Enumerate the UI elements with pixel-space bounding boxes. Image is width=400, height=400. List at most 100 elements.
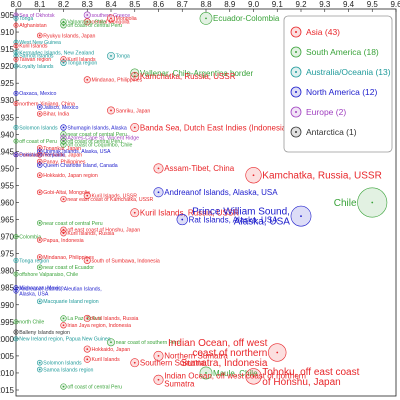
data-label: Oaxaca, Mexico xyxy=(19,91,56,97)
data-label: Pakistan xyxy=(19,153,39,159)
data-point-center xyxy=(62,232,65,235)
data-point-center xyxy=(300,215,302,218)
y-tick-label: 1945 xyxy=(0,147,15,156)
data-label: Queen Charlotte Island, Canada xyxy=(43,163,118,169)
data-point-center xyxy=(15,14,17,16)
legend-label: North America (12) xyxy=(306,87,377,97)
data-point-center xyxy=(62,317,65,320)
data-point-center xyxy=(62,385,65,388)
data-label: near coast of central Peru xyxy=(43,221,103,227)
data-label: off coast of Peru xyxy=(19,139,57,145)
y-tick-label: 2015 xyxy=(0,386,15,395)
data-label: Tonankai, Japan xyxy=(43,146,81,152)
legend: Asia (43) South America (18) Australia/Oce… xyxy=(283,15,393,153)
y-tick-label: 1950 xyxy=(0,164,15,173)
data-label: Andreanof Islands, Alaska, USA xyxy=(164,188,278,197)
data-point-center xyxy=(110,17,112,20)
data-label: Loyalty Islands xyxy=(19,64,54,70)
data-label: Tonga xyxy=(19,16,33,22)
data-point-center xyxy=(110,109,112,112)
y-tick-label: 1955 xyxy=(0,181,15,190)
data-label: Tonga region xyxy=(19,258,49,264)
x-tick-label: 9.0 xyxy=(248,0,260,9)
x-tick-label: 9.1 xyxy=(272,0,284,9)
y-tick-label: 1975 xyxy=(0,250,15,259)
data-label: Mongolia xyxy=(116,16,137,22)
data-label: off coast of central Peru xyxy=(67,23,122,29)
x-tick-label: 8.1 xyxy=(34,0,46,9)
data-label: south of Sumbawa, Indonesia xyxy=(91,258,159,264)
data-label: near coast of Ecuador xyxy=(43,265,94,271)
data-point-center xyxy=(38,112,41,115)
data-point-center xyxy=(181,218,184,221)
data-label: Assam-Tibet, China xyxy=(164,164,235,173)
data-label: Kuril Islands, Russia xyxy=(91,316,138,322)
data-label: Hokkaido, Japan region xyxy=(43,173,98,179)
x-tick-label: 9.2 xyxy=(295,0,307,9)
data-point-center xyxy=(62,198,65,200)
data-point-center xyxy=(15,273,17,275)
legend-label: Australia/Oceania (13) xyxy=(306,67,391,77)
data-label: near coast of central Peru xyxy=(67,132,127,138)
y-tick-label: 1905 xyxy=(0,11,15,20)
y-tick-label: 1920 xyxy=(0,62,15,71)
data-label: near east coast of Kamchatka, USSR xyxy=(67,197,153,203)
data-label: West New Guinea xyxy=(19,40,61,46)
data-point-center xyxy=(38,239,41,241)
data-point-center xyxy=(38,34,41,37)
data-point-center xyxy=(133,126,136,129)
data-point-center xyxy=(38,153,41,156)
data-label: Tohoku, off east coast of Honshu, Japan xyxy=(262,367,359,388)
data-point-center xyxy=(133,211,136,214)
data-point-center xyxy=(252,375,255,378)
data-points: Sea of Okhotsk southern Greece Tonga Ecuado… xyxy=(13,11,388,390)
y-tick-label: 2010 xyxy=(0,369,15,378)
data-label: Kamchatka, Russia, USSR xyxy=(140,72,236,81)
data-point-center xyxy=(15,126,17,129)
x-tick-label: 9.6 xyxy=(390,0,400,9)
legend-label: Antarctica (1) xyxy=(306,127,357,137)
data-label: Ecuador-Colombia xyxy=(213,14,280,23)
data-label: Northern Sumatra xyxy=(164,352,228,361)
data-point-center xyxy=(62,24,65,27)
y-tick-label: 2000 xyxy=(0,335,15,344)
data-point-center xyxy=(15,44,17,47)
data-point-center xyxy=(15,140,17,143)
data-point-center xyxy=(38,256,41,258)
data-label: Sanriku, Japan xyxy=(116,108,151,114)
y-tick-label: 1970 xyxy=(0,233,15,242)
data-label: Banda Sea, Dutch East Indies (Indonesia) xyxy=(140,123,289,132)
data-label: Valparaiso, Chile xyxy=(67,20,106,26)
x-tick-label: 8.0 xyxy=(10,0,22,9)
data-label: off coast of central Peru xyxy=(67,384,122,390)
data-point-center xyxy=(133,361,136,364)
data-point-center xyxy=(15,331,17,333)
data-point-center xyxy=(86,14,89,16)
data-point-center xyxy=(15,235,17,238)
y-tick-label: 1960 xyxy=(0,199,15,208)
data-label: Sea of Okhotsk xyxy=(19,13,55,19)
legend-box xyxy=(283,15,393,153)
data-label: Kuril Islands, Russia, USSR xyxy=(140,209,239,218)
data-point-center xyxy=(62,126,65,129)
data-point-center xyxy=(86,358,89,361)
data-label: Samoa Islands region xyxy=(43,367,93,373)
y-tick-label: 1940 xyxy=(0,130,15,139)
data-point-center xyxy=(38,361,41,364)
data-label: Kuril Islands xyxy=(19,44,48,50)
data-point-center xyxy=(38,191,41,194)
data-label: Azores-Cape St. Vincent Ridge xyxy=(67,136,139,142)
data-point-center xyxy=(62,324,65,327)
data-point-center xyxy=(38,174,41,177)
data-point-center xyxy=(205,17,207,20)
data-label: Indian Ocean, off west coast of northern S… xyxy=(168,338,268,369)
data-point-center xyxy=(157,378,160,381)
data-label: Southern Sumatra xyxy=(140,359,205,368)
data-label: Solomon Islands xyxy=(19,125,58,131)
x-tick-label: 8.8 xyxy=(200,0,212,9)
data-label: Kuril Islands, Russia xyxy=(67,231,114,237)
legend-label: Europe (2) xyxy=(306,107,346,117)
legend-marker-center xyxy=(295,131,297,133)
x-tick-label: 9.5 xyxy=(367,0,379,9)
data-point-center xyxy=(15,153,17,156)
